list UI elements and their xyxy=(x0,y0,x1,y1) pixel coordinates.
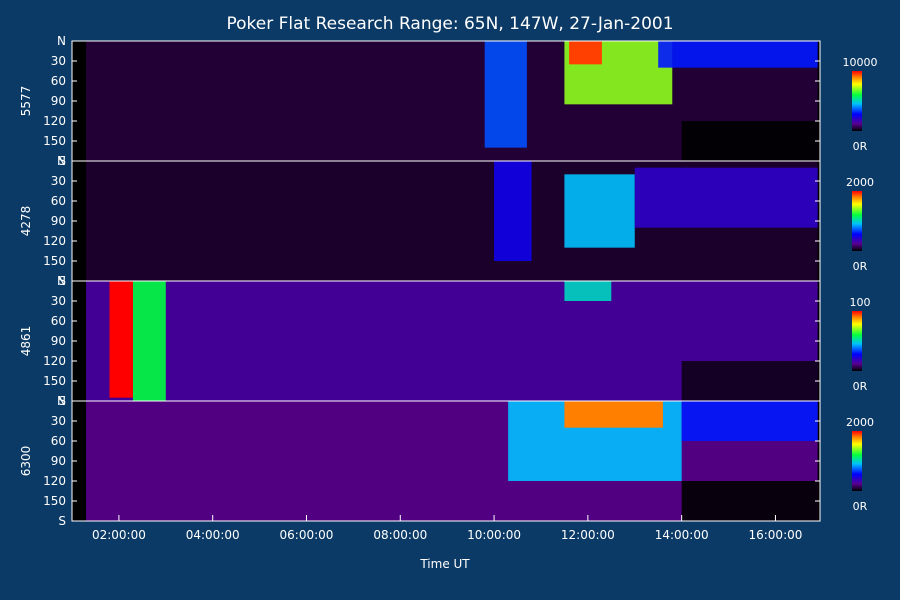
colorbar-min-label: 0R xyxy=(853,380,868,393)
y-tick-label: 90 xyxy=(51,454,66,468)
y-tick-label: 60 xyxy=(51,74,66,88)
y-tick-label: 30 xyxy=(51,414,66,428)
colorbar xyxy=(852,431,862,491)
x-tick-label: 08:00:00 xyxy=(373,528,427,542)
x-tick-label: 10:00:00 xyxy=(467,528,521,542)
y-tick-label: 30 xyxy=(51,174,66,188)
colorbar-min-label: 0R xyxy=(853,260,868,273)
y-tick-label: N xyxy=(57,394,66,408)
colorbar-max-label: 2000 xyxy=(846,176,874,189)
colorbar xyxy=(852,71,862,131)
heatmap-region xyxy=(681,121,818,161)
y-tick-label: N xyxy=(57,34,66,48)
y-tick-label: N xyxy=(57,154,66,168)
panel-5577: N 30 60 90 120 150 S 5577 10000 0R xyxy=(19,34,878,168)
y-tick-label: 150 xyxy=(43,374,66,388)
heatmap-region xyxy=(681,361,818,401)
y-tick-label: 90 xyxy=(51,214,66,228)
colorbar-max-label: 2000 xyxy=(846,416,874,429)
x-tick-label: 14:00:00 xyxy=(655,528,709,542)
colorbar xyxy=(852,191,862,251)
y-tick-label: 60 xyxy=(51,434,66,448)
y-tick-label: N xyxy=(57,274,66,288)
heatmap-region xyxy=(132,281,166,401)
y-tick-label: 90 xyxy=(51,94,66,108)
colorbar-min-label: 0R xyxy=(853,500,868,513)
y-tick-label: 120 xyxy=(43,354,66,368)
y-tick-label: 150 xyxy=(43,494,66,508)
panel-4861: N 30 60 90 120 150 S 4861 100 0R xyxy=(19,274,871,408)
colorbar-max-label: 10000 xyxy=(843,56,878,69)
x-tick-label: 06:00:00 xyxy=(280,528,334,542)
colorbar xyxy=(852,311,862,371)
heatmap-region xyxy=(564,401,663,428)
y-tick-label: 60 xyxy=(51,314,66,328)
heatmap-region xyxy=(634,167,818,228)
heatmap-region xyxy=(484,41,527,148)
channel-label: 4278 xyxy=(19,206,33,237)
y-tick-label: 90 xyxy=(51,334,66,348)
channel-label: 5577 xyxy=(19,86,33,117)
panels: N 30 60 90 120 150 S 5577 10000 0R N 30 60 90 120 150 S 4… xyxy=(19,34,878,528)
y-tick-label: 120 xyxy=(43,234,66,248)
chart-title: Poker Flat Research Range: 65N, 147W, 27… xyxy=(226,14,673,34)
colorbar-max-label: 100 xyxy=(850,296,871,309)
y-tick-label: 120 xyxy=(43,114,66,128)
x-tick-label: 16:00:00 xyxy=(748,528,802,542)
y-tick-label: 30 xyxy=(51,294,66,308)
y-tick-label: S xyxy=(58,514,66,528)
heatmap-region xyxy=(494,161,532,261)
panel-frame xyxy=(71,400,821,522)
y-tick-label: 150 xyxy=(43,254,66,268)
heatmap-region xyxy=(564,174,635,248)
y-tick-label: S xyxy=(58,394,66,408)
heatmap-region xyxy=(681,401,818,441)
heatmap-region xyxy=(109,281,133,398)
panel-4278: N 30 60 90 120 150 S 4278 2000 0R xyxy=(19,154,874,288)
x-tick-label: 02:00:00 xyxy=(92,528,146,542)
x-tick-label: 12:00:00 xyxy=(561,528,615,542)
x-axis: 02:00:00 04:00:00 06:00:00 08:00:00 10:00:00… xyxy=(92,515,802,542)
y-tick-label: S xyxy=(58,274,66,288)
colorbar-min-label: 0R xyxy=(853,140,868,153)
heatmap-region xyxy=(658,41,818,68)
y-tick-label: 120 xyxy=(43,474,66,488)
y-tick-label: 150 xyxy=(43,134,66,148)
y-tick-label: 30 xyxy=(51,54,66,68)
channel-label: 4861 xyxy=(19,326,33,357)
x-axis-label: Time UT xyxy=(419,557,470,571)
heatmap-region xyxy=(569,41,602,65)
heatmap-region xyxy=(681,481,818,521)
x-tick-label: 04:00:00 xyxy=(186,528,240,542)
panel-6300: N 30 60 90 120 150 S 6300 2000 0R xyxy=(19,394,874,528)
y-tick-label: S xyxy=(58,154,66,168)
heatmap-region xyxy=(564,281,612,301)
channel-label: 6300 xyxy=(19,446,33,477)
y-tick-label: 60 xyxy=(51,194,66,208)
